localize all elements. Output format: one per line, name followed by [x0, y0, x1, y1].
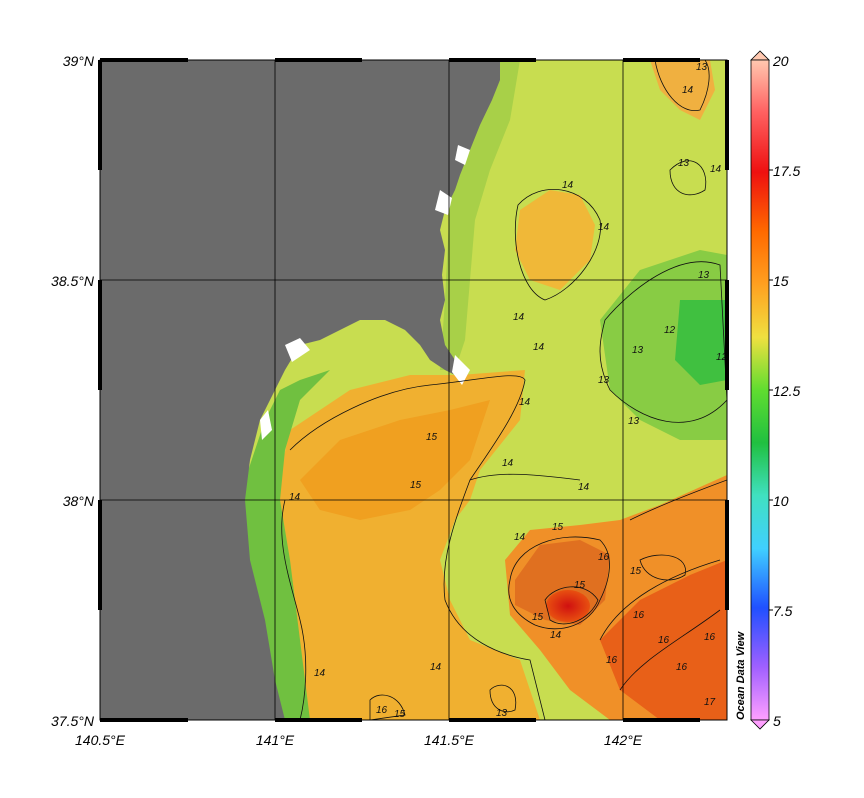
contour-line [289, 375, 546, 720]
contour-line [599, 261, 727, 423]
contour-label: 14 [710, 164, 722, 175]
contour-label: 16 [606, 655, 618, 666]
contour-line [281, 499, 307, 720]
contour-labels: 13 14 13 14 14 13 13 12 12 13 13 14 14 1… [289, 62, 728, 720]
contour-label: 14 [513, 312, 525, 323]
contour-label: 15 [410, 480, 422, 491]
lon-label: 141°E [256, 732, 295, 748]
contour-line [544, 586, 599, 625]
contour-label: 17 [704, 697, 716, 708]
plot-area: 13 14 13 14 14 13 13 12 12 13 13 14 14 1… [100, 60, 728, 720]
colorbar-label: 10 [773, 493, 789, 509]
warm-core-southwest [300, 400, 490, 520]
warm-patch-northeast [650, 60, 715, 120]
contour-line [599, 559, 721, 641]
contour-label: 14 [550, 630, 562, 641]
warm-core-southeast [600, 560, 727, 720]
contour-label: 14 [562, 180, 574, 191]
contour-label: 14 [502, 458, 514, 469]
contour-label: 15 [552, 522, 564, 533]
contour-label: 16 [704, 632, 716, 643]
contour-line [489, 684, 517, 713]
colorbar-label: 15 [773, 273, 789, 289]
contour-label: 15 [394, 709, 406, 720]
contour-label: 14 [519, 397, 531, 408]
contour-line [508, 536, 610, 630]
contour-label: 15 [426, 432, 438, 443]
contour-label: 14 [533, 342, 545, 353]
contour-label: 15 [574, 580, 586, 591]
contour-label: 12 [716, 352, 728, 363]
contour-label: 13 [632, 345, 644, 356]
lat-axis-labels: 39°N 38.5°N 38°N 37.5°N [51, 53, 95, 729]
hot-spot [546, 590, 590, 622]
contour-label: 13 [678, 158, 690, 169]
contour-line [629, 479, 727, 521]
contour-label: 14 [514, 532, 526, 543]
lat-label: 38.5°N [51, 273, 95, 289]
contour-line [369, 694, 406, 720]
colorbar-label: 17.5 [773, 163, 800, 179]
no-data-fleck [435, 190, 452, 215]
no-data-fleck [285, 338, 310, 362]
colorbar-top-arrow [750, 50, 770, 61]
contour-label: 15 [532, 612, 544, 623]
contour-line [515, 189, 601, 301]
contour-line [654, 60, 710, 112]
contour-label: 14 [578, 482, 590, 493]
colorbar-label: 7.5 [773, 603, 793, 619]
lat-label: 38°N [63, 493, 95, 509]
contour-label: 12 [664, 325, 676, 336]
frame-ticks [98, 58, 729, 722]
ocean-data-view-watermark: Ocean Data View [735, 630, 747, 720]
contour-label: 13 [496, 708, 508, 719]
no-data-fleck [452, 355, 470, 385]
contour-label: 16 [676, 662, 688, 673]
warm-patch-north [515, 190, 595, 290]
contour-label: 13 [628, 416, 640, 427]
land-mass [100, 60, 500, 720]
lat-label: 39°N [63, 53, 95, 69]
colorbar-label: 5 [773, 713, 781, 729]
contour-label: 14 [682, 85, 694, 96]
contour-lines [281, 60, 727, 720]
no-data-fleck [455, 145, 470, 165]
contour-label: 14 [314, 668, 326, 679]
lon-label: 140.5°E [75, 732, 126, 748]
colorbar: 20 17.5 15 12.5 10 7.5 5 [750, 50, 800, 730]
contour-label: 16 [633, 610, 645, 621]
colorbar-bottom-arrow [750, 719, 770, 730]
contour-label: 14 [598, 222, 610, 233]
contour-label: 14 [289, 492, 301, 503]
lon-label: 142°E [604, 732, 643, 748]
no-data-fleck [260, 410, 272, 440]
lon-label: 141.5°E [424, 732, 475, 748]
contour-line [619, 609, 721, 691]
contour-label: 13 [696, 62, 708, 73]
contour-line [639, 554, 686, 581]
contour-label: 16 [658, 635, 670, 646]
colorbar-label: 12.5 [773, 383, 800, 399]
cool-core-east [675, 300, 727, 385]
lon-axis-labels: 140.5°E 141°E 141.5°E 142°E [75, 732, 643, 748]
contour-line [469, 473, 581, 481]
colorbar-gradient [750, 59, 770, 721]
contour-line [669, 160, 707, 196]
contour-label: 13 [698, 270, 710, 281]
lat-label: 37.5°N [51, 713, 95, 729]
contour-label: 15 [630, 566, 642, 577]
grid-lines [100, 60, 727, 720]
colorbar-label: 20 [772, 53, 789, 69]
contour-label: 14 [430, 662, 442, 673]
cool-region-east [600, 250, 727, 440]
contour-label: 13 [598, 375, 610, 386]
contour-label: 16 [598, 552, 610, 563]
contour-label: 16 [376, 705, 388, 716]
